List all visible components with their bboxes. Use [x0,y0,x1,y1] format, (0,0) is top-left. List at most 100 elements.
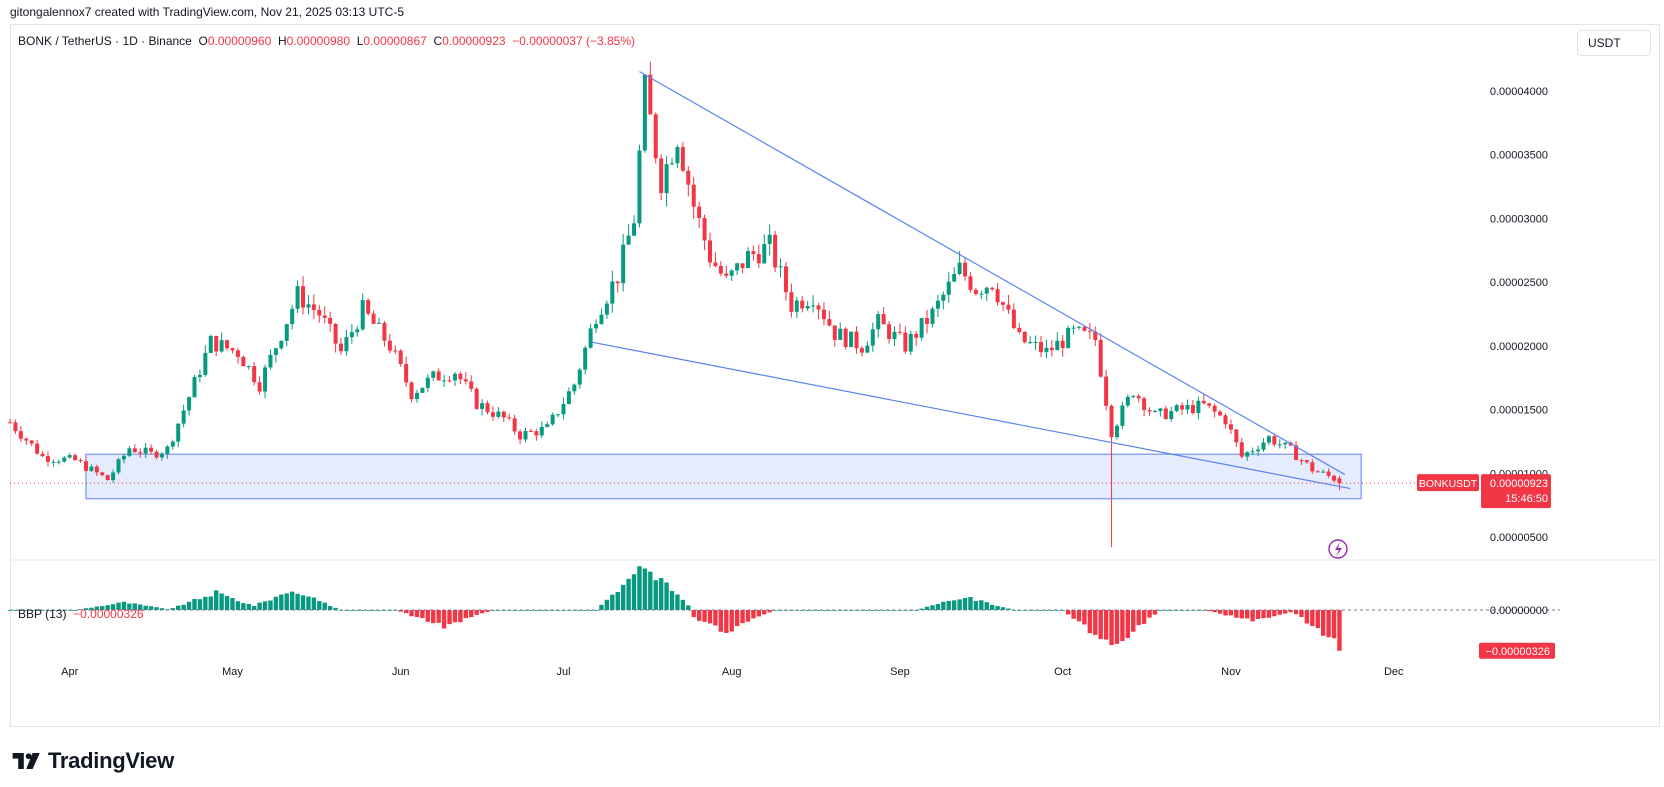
candle-body [1142,398,1147,411]
bbp-bar [300,595,306,610]
low-value: 0.00000867 [363,34,427,48]
axis-layer: 0.00004000 0.00003500 0.00003000 0.00002500… [10,86,1660,678]
bbp-bar [534,610,539,611]
candle-body [659,158,664,194]
candle-body [225,340,230,349]
symbol-label[interactable]: BONK / TetherUS · 1D · Binance [18,34,192,48]
candle-body [930,308,935,324]
candle-body [550,414,555,425]
bbp-bar [1293,610,1299,615]
bbp-bar [1331,610,1337,639]
bbp-bar [1065,610,1071,615]
symbol-tag-bg [1417,474,1479,492]
tradingview-logo[interactable]: TradingView [12,748,174,774]
bbp-bar [658,578,664,610]
bbp-bar [545,610,550,611]
candle-body [56,461,61,463]
candle-body [1174,405,1179,412]
candle-body [1196,400,1201,414]
bbp-bar [436,610,441,623]
candle-body [881,314,886,325]
candle-body [1093,331,1098,340]
candle-body [518,431,523,440]
change-value: −0.00000037 (−3.85%) [512,34,635,48]
candle-body [979,293,984,295]
bbp-bar [1038,610,1044,611]
candle-body [1163,408,1168,420]
candle-body [1239,442,1244,457]
bbp-bar [1207,610,1212,612]
bbp-name[interactable]: BBP (13) [18,607,67,621]
candle-body [8,422,12,424]
candle-body [1299,460,1304,462]
candle-body [523,430,528,440]
candle-body [588,328,593,348]
bbp-bar [865,610,870,611]
candle-body [968,276,973,290]
bbp-bar [327,605,333,610]
bbp-bar [154,607,159,610]
candle-body [724,273,729,276]
bbp-bar [371,610,376,611]
bbp-bar [447,610,452,625]
candle-body [832,325,837,340]
bbp-bar [208,596,213,610]
candle-body [1125,396,1130,406]
bbp-bar [973,601,979,610]
candle-body [1136,395,1141,399]
bbp-bar [425,610,431,622]
candle-body [322,315,327,318]
bbp-bar [420,610,425,619]
bbp-bar [724,610,729,633]
candle-body [360,300,365,330]
candle-body [18,431,23,439]
bbp-bar [995,606,1000,610]
candle-body [816,305,821,310]
candle-body [268,354,273,368]
candle-body [1201,400,1206,404]
candle-body [1190,405,1195,414]
candle-body [1011,309,1016,328]
candle-body [159,453,164,458]
bbp-bar [262,601,268,610]
bbp-bar [176,605,181,610]
bbp-bar [637,566,642,610]
candle-body [1277,444,1282,446]
bbp-bar [479,610,485,614]
candle-body [1082,326,1087,331]
candle-body [116,459,121,473]
candle-body [632,223,637,236]
bbp-bar [653,580,658,610]
candle-body [1098,339,1103,377]
candle-body [474,388,479,409]
bbp-bar [214,590,219,610]
bbp-bar [821,610,827,611]
bbp-bar [148,606,154,610]
x-tick-label: Jun [392,666,410,678]
bbp-bar [588,610,593,611]
candle-body [73,455,78,461]
bbp-bar [642,568,648,610]
candle-body [35,443,40,454]
candle-body [767,234,772,244]
candle-body [1332,475,1337,481]
bbp-bar [696,610,702,621]
candle-body [1152,411,1157,413]
bbp-bar [631,574,637,610]
candle-body [241,356,246,367]
bbp-bar [409,610,414,617]
bbp-bar [67,610,72,611]
candle-body [1055,340,1060,351]
y-tick-label: 0.00000500 [1490,532,1548,544]
candle-body [973,289,978,295]
candle-body [887,324,892,339]
currency-button[interactable]: USDT [1577,30,1651,56]
candle-body [1109,405,1114,438]
y-tick-label: 0.00003000 [1490,213,1548,225]
bbp-value-tag: −0.00000326 [1485,646,1550,658]
candle-body [545,424,550,427]
candle-body [176,423,181,442]
bbp-bar [615,592,620,610]
candle-body [756,254,761,264]
